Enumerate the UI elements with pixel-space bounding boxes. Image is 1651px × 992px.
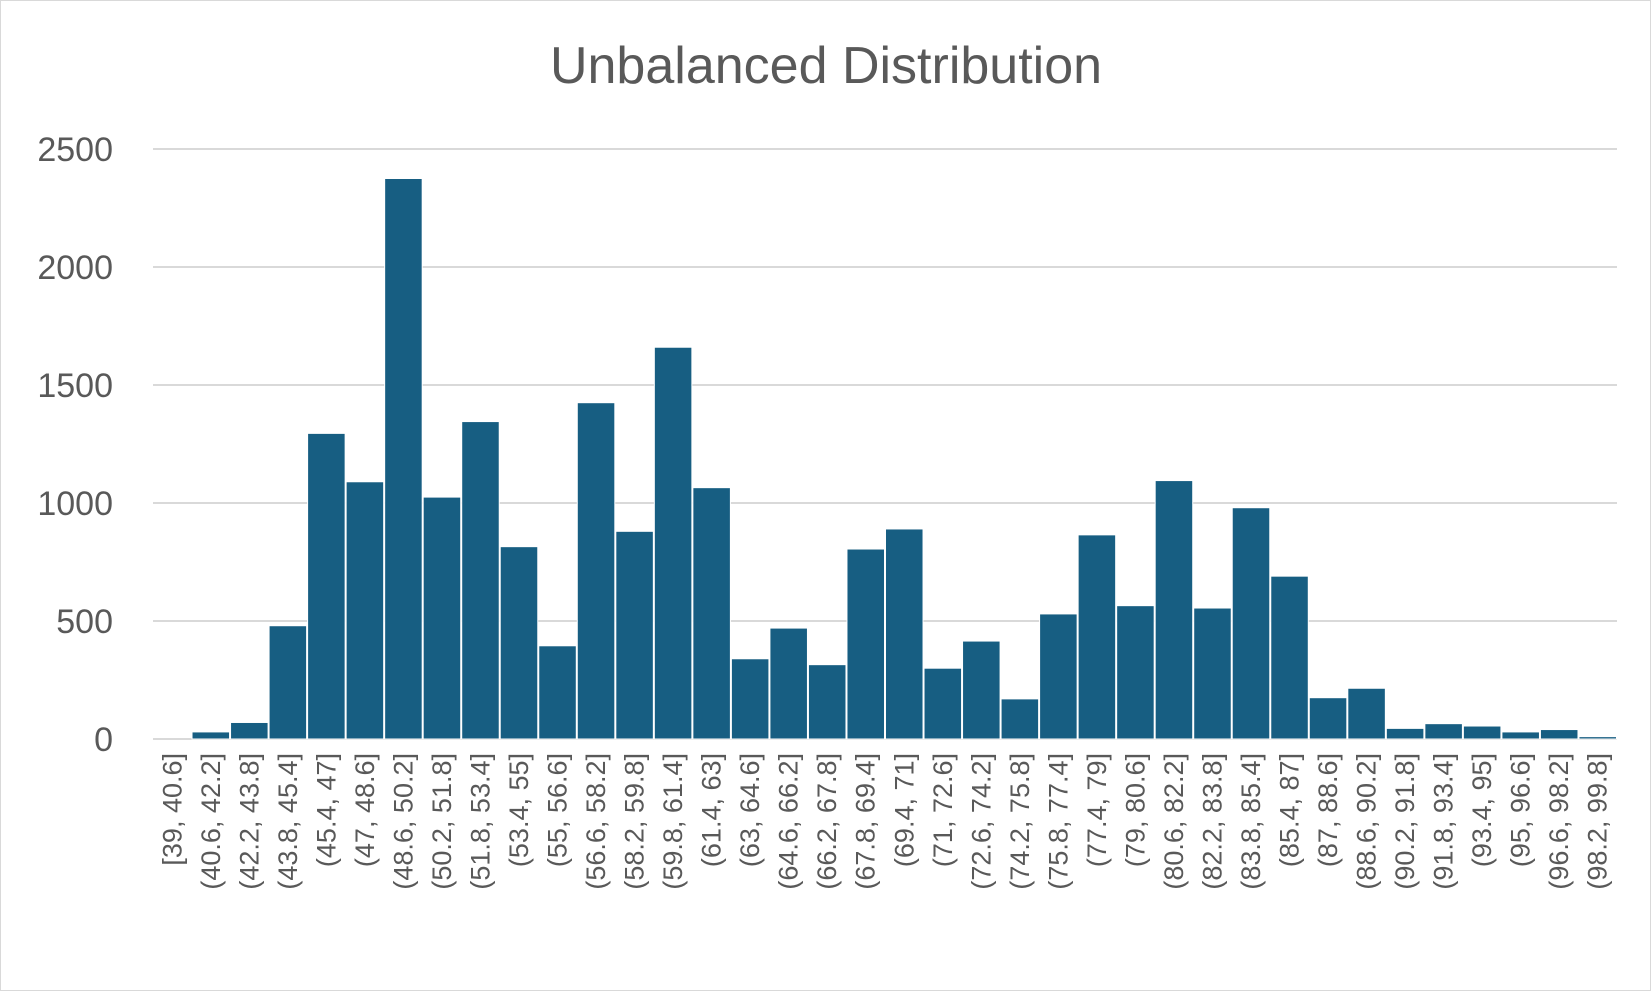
x-tick-label: (40.6, 42.2] [196, 753, 226, 890]
x-tick-label: (93.4, 95] [1467, 753, 1497, 867]
x-tick-label: (58.2, 59.8] [620, 753, 650, 890]
x-tick-label: (42.2, 43.8] [234, 753, 264, 890]
x-tick-label: (61.4, 63] [697, 753, 727, 867]
x-tick-label: (47, 48.6] [350, 753, 380, 867]
bar [499, 546, 539, 740]
bar [307, 432, 346, 740]
bar [692, 487, 731, 740]
x-tick-label: (53.4, 55] [504, 753, 534, 867]
bar [1039, 613, 1078, 740]
bar [1077, 534, 1117, 740]
x-tick-label: (72.6, 74.2] [966, 753, 996, 890]
x-tick-label: (82.2, 83.8] [1197, 753, 1227, 890]
bar [1270, 575, 1309, 740]
bar [1501, 731, 1540, 740]
x-tick-label: (91.8, 93.4] [1429, 753, 1459, 890]
x-tick-label: (74.2, 75.8] [1005, 753, 1035, 890]
x-tick-label: (43.8, 45.4] [273, 753, 303, 890]
bar [1154, 480, 1194, 740]
bar [1000, 698, 1040, 740]
bar [576, 402, 616, 740]
x-tick-label: (51.8, 53.4] [465, 753, 495, 890]
bar [1462, 725, 1502, 740]
bar [807, 664, 847, 740]
x-tick-label: (87, 88.6] [1313, 753, 1343, 867]
bar [653, 346, 693, 740]
bar [191, 731, 231, 740]
bar [846, 548, 886, 740]
bar [1193, 607, 1232, 740]
y-tick-label: 1500 [37, 367, 113, 405]
y-tick-label: 500 [56, 603, 113, 641]
x-tick-label: (88.6, 90.2] [1352, 753, 1382, 890]
x-tick-label: (67.8, 69.4] [851, 753, 881, 890]
x-tick-label: (71, 72.6] [928, 753, 958, 867]
bar [1308, 697, 1348, 740]
bar [1539, 729, 1579, 740]
bar [1424, 723, 1463, 740]
bar [345, 481, 385, 740]
bar [769, 627, 808, 740]
bar [422, 496, 462, 740]
bar [384, 178, 423, 740]
x-tick-label: (48.6, 50.2] [388, 753, 418, 890]
bar [538, 645, 577, 740]
bar [962, 640, 1001, 740]
bar [730, 658, 770, 740]
x-tick-label: [39, 40.6] [157, 753, 187, 866]
x-tick-label: (56.6, 58.2] [581, 753, 611, 890]
y-tick-label: 1000 [37, 485, 113, 523]
y-tick-label: 2500 [37, 131, 113, 169]
chart-title: Unbalanced Distribution [550, 37, 1102, 95]
bar [230, 721, 269, 740]
x-tick-label: (50.2, 51.8] [427, 753, 457, 890]
x-tick-label: (75.8, 77.4] [1043, 753, 1073, 890]
bar [1385, 727, 1425, 740]
x-tick-label: (69.4, 71] [889, 753, 919, 867]
x-tick-label: (55, 56.6] [543, 753, 573, 867]
x-tick-label: (95, 96.6] [1506, 753, 1536, 867]
x-tick-label: (96.6, 98.2] [1544, 753, 1574, 890]
x-tick-label: (83.8, 85.4] [1236, 753, 1266, 890]
bar [461, 421, 500, 740]
x-tick-label: (63, 64.6] [735, 753, 765, 867]
bar [923, 667, 963, 740]
bar [615, 530, 654, 740]
bars [191, 178, 1617, 740]
bar [1116, 605, 1155, 740]
x-tick-label: (80.6, 82.2] [1159, 753, 1189, 890]
x-axis-ticks: [39, 40.6] (40.6, 42.2] (42.2, 43.8] (43.8,… [157, 753, 1612, 890]
y-tick-label: 0 [94, 721, 113, 759]
x-tick-label: (79, 80.6] [1120, 753, 1150, 867]
x-tick-label: (45.4, 47] [311, 753, 341, 867]
x-tick-label: (66.2, 67.8] [812, 753, 842, 890]
y-tick-label: 2000 [37, 249, 113, 287]
bar [268, 625, 308, 740]
x-tick-label: (90.2, 91.8] [1390, 753, 1420, 890]
bar [1231, 507, 1271, 740]
bar [1578, 736, 1617, 740]
y-axis-ticks: 0 500 1000 1500 2000 2500 [37, 131, 113, 759]
x-tick-label: (77.4, 79] [1082, 753, 1112, 867]
bar [885, 528, 924, 740]
bar [1347, 687, 1386, 740]
x-tick-label: (64.6, 66.2] [774, 753, 804, 890]
x-tick-label: (59.8, 61.4] [658, 753, 688, 890]
x-tick-label: (98.2, 99.8] [1583, 753, 1613, 890]
x-tick-label: (85.4, 87] [1275, 753, 1305, 867]
